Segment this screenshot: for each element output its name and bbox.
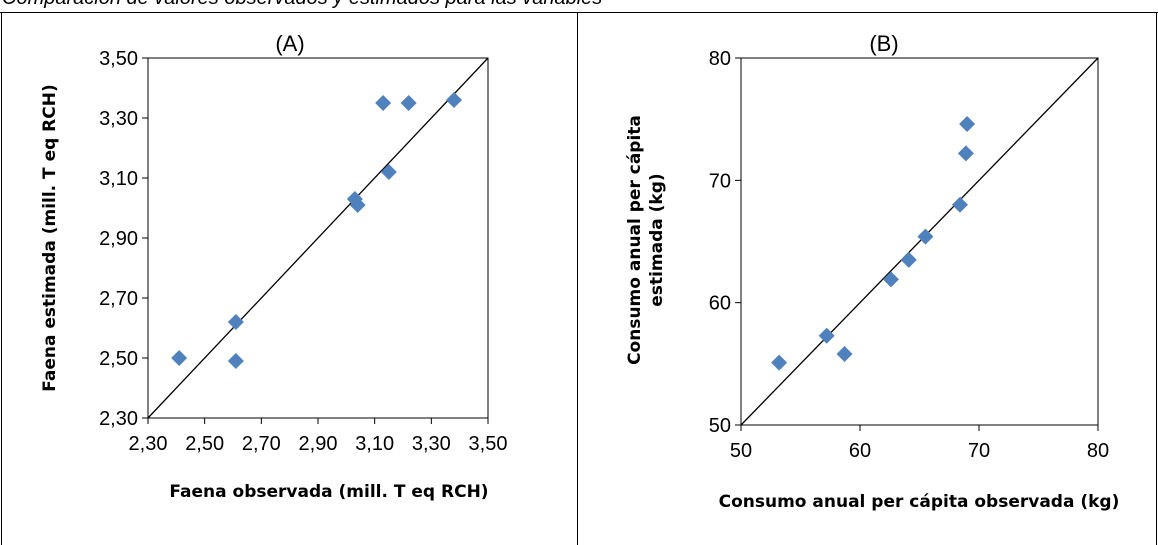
- chart-a-title: (A): [275, 31, 304, 56]
- chart-b-y-tick-label: 50: [709, 415, 731, 437]
- chart-b-data-point: [882, 271, 899, 288]
- chart-a-y-tick-label: 3,30: [99, 108, 138, 130]
- chart-b-plot-area: 50 60 70 80 50 60 70 80: [709, 48, 1109, 462]
- chart-a-x-tick-label: 2,90: [299, 433, 338, 455]
- chart-a-x-axis-title: Faena observada (mill. T eq RCH): [169, 482, 488, 502]
- chart-a-data-point: [375, 95, 392, 111]
- chart-a-data-point: [171, 350, 188, 366]
- chart-b: (B) 50 60 70 80 50 60 70 80 Consumo anual per c…: [625, 31, 1120, 512]
- chart-a-data-point: [227, 353, 244, 369]
- chart-b-data-point: [951, 196, 968, 213]
- chart-b-reference-line: [740, 57, 1099, 426]
- chart-a-x-tick-label: 2,70: [242, 433, 281, 455]
- chart-a-data-point: [349, 197, 366, 213]
- header-strip: Comparación de valores observados y esti…: [0, 0, 1158, 12]
- chart-b-plot-frame: [740, 57, 1099, 426]
- chart-a-data-point: [380, 164, 397, 180]
- chart-b-data-point: [917, 228, 934, 245]
- chart-a-y-tick-label: 2,50: [99, 348, 138, 370]
- table-top-border: [0, 12, 1158, 13]
- chart-a-x-tick-label: 2,30: [129, 433, 168, 455]
- chart-b-data-point: [957, 145, 974, 162]
- chart-a: (A) 2,30 2,50 2,70 2,90 3,10 3,30 3,50 2,30 2,50…: [40, 31, 507, 502]
- chart-a-y-tick-label: 3,50: [99, 48, 138, 70]
- chart-a-y-tick-label: 2,90: [99, 228, 138, 250]
- chart-a-data-point: [400, 95, 417, 111]
- chart-b-x-axis-title: Consumo anual per cápita observada (kg): [719, 492, 1120, 512]
- chart-a-x-tick-label: 3,50: [469, 433, 508, 455]
- chart-a-x-tick-label: 2,50: [185, 433, 224, 455]
- table-right-border: [1156, 12, 1157, 545]
- chart-b-x-tick-label: 70: [968, 440, 990, 462]
- chart-a-data-point: [446, 92, 462, 108]
- table-left-border: [1, 12, 2, 545]
- chart-b-data-point: [771, 354, 788, 371]
- chart-b-data-point: [818, 327, 835, 344]
- chart-b-y-axis-title-line1: Consumo anual per cápita: [625, 115, 645, 365]
- chart-b-x-tick-label: 80: [1087, 440, 1109, 462]
- chart-b-y-tick-label: 80: [709, 48, 731, 70]
- header-caption: Comparación de valores observados y esti…: [2, 0, 602, 10]
- chart-b-y-tick-label: 70: [709, 170, 731, 192]
- chart-a-y-tick-label: 2,30: [99, 408, 138, 430]
- chart-a-y-tick-label: 3,10: [99, 168, 138, 190]
- chart-a-y-tick-label: 2,70: [99, 288, 138, 310]
- chart-b-x-tick-label: 60: [849, 440, 871, 462]
- chart-b-data-point: [900, 251, 917, 268]
- chart-b-x-tick-label: 50: [730, 440, 752, 462]
- chart-a-x-tick-label: 3,10: [355, 433, 394, 455]
- chart-a-y-axis-title: Faena estimada (mill. T eq RCH): [40, 84, 60, 392]
- chart-a-plot-area: 2,30 2,50 2,70 2,90 3,10 3,30 3,50 2,30 2,50 2,70…: [99, 48, 507, 455]
- chart-a-x-tick-label: 3,30: [412, 433, 451, 455]
- chart-b-y-axis-title-line2: estimada (kg): [647, 173, 667, 306]
- chart-a-data-point: [227, 314, 244, 330]
- chart-b-data-point: [959, 116, 976, 133]
- chart-a-reference-line: [147, 57, 489, 419]
- chart-b-y-tick-label: 60: [709, 293, 731, 315]
- chart-b-title: (B): [869, 31, 898, 56]
- chart-b-data-point: [836, 346, 853, 363]
- table-middle-border: [577, 12, 578, 545]
